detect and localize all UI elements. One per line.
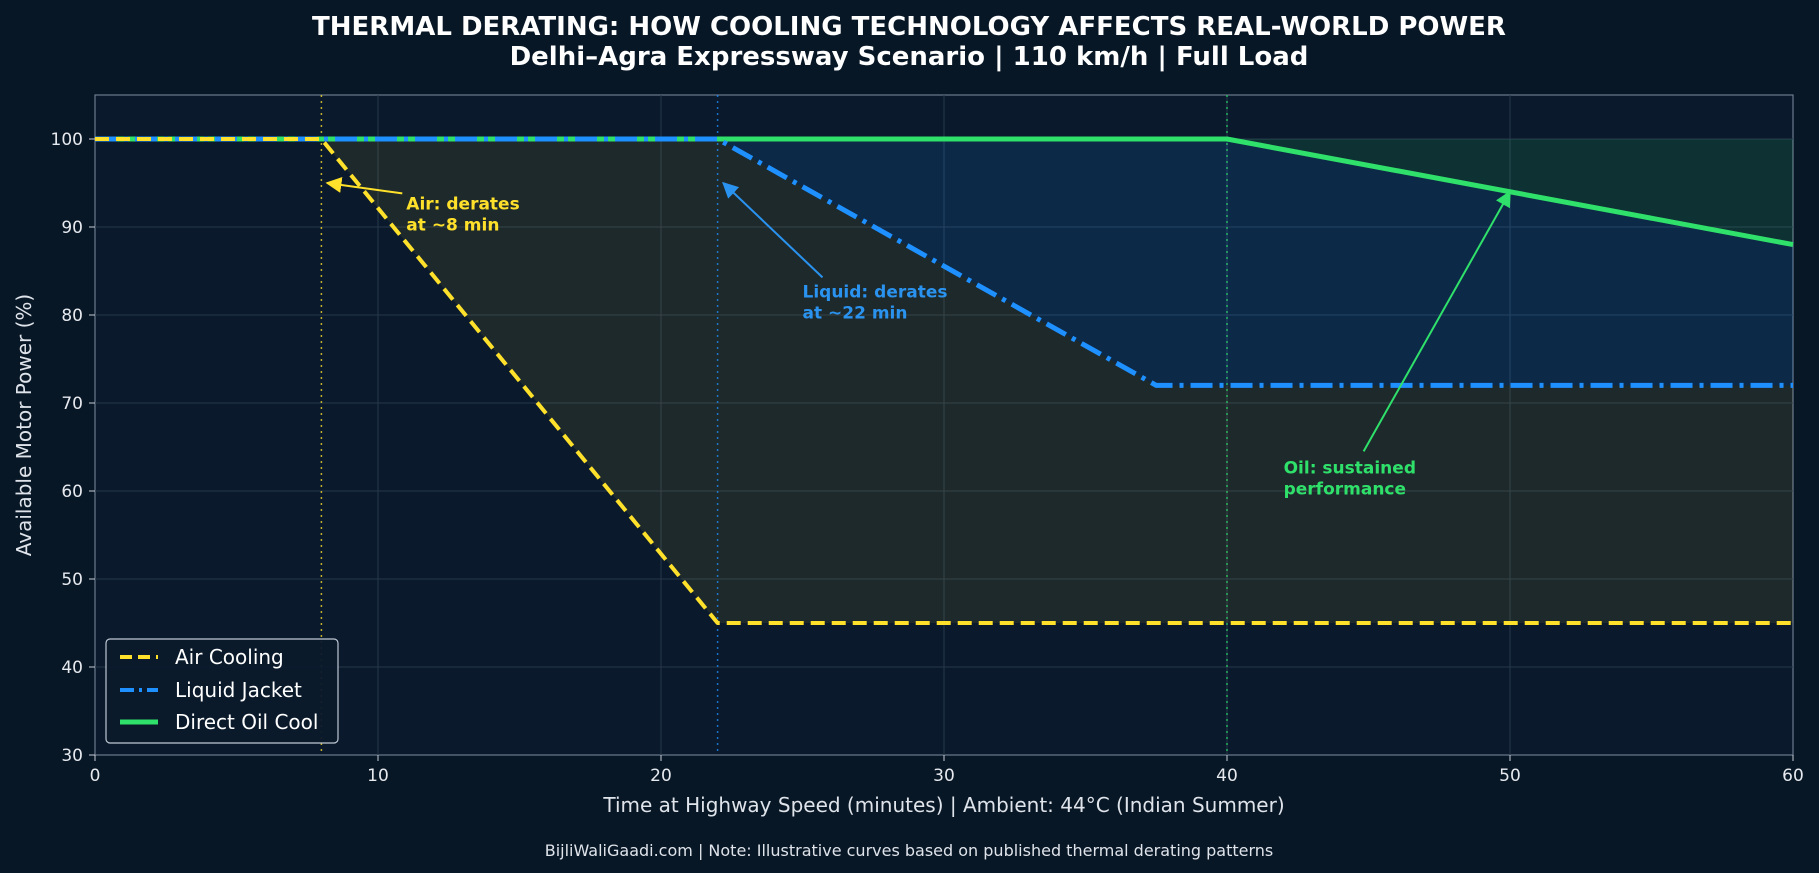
fill-liquid-gap <box>95 139 1793 386</box>
annotation-air-text: Air: derates at ~8 min <box>406 194 519 235</box>
chart-title: THERMAL DERATING: HOW COOLING TECHNOLOGY… <box>312 12 1506 42</box>
legend-box <box>105 638 339 744</box>
y-tick-label: 60 <box>61 482 83 502</box>
annotation-air-line: at ~8 min <box>406 215 499 235</box>
y-tick-label: 100 <box>51 130 83 150</box>
annotation-air-line: Air: derates <box>406 194 519 214</box>
x-tick-label: 60 <box>1782 766 1804 786</box>
series-line-liquid <box>95 136 1793 388</box>
y-tick-label: 80 <box>61 306 83 326</box>
footer-note: BijliWaliGaadi.com | Note: Illustrative … <box>545 841 1274 860</box>
y-tick-label: 70 <box>61 394 83 414</box>
x-axis-label: Time at Highway Speed (minutes) | Ambien… <box>602 793 1284 817</box>
y-tick-label: 50 <box>61 570 83 590</box>
series-lines <box>95 136 1794 625</box>
x-tick-label: 30 <box>933 766 955 786</box>
legend-label-air: Air Cooling <box>175 645 284 669</box>
x-tick-label: 40 <box>1216 766 1238 786</box>
annotation-liquid-line: Liquid: derates <box>803 282 948 302</box>
annotation-air-arrow <box>325 177 403 195</box>
chart-subtitle: Delhi–Agra Expressway Scenario | 110 km/… <box>510 42 1309 72</box>
annotation-liquid-arrow <box>722 181 824 279</box>
annotation-oil-line: Oil: sustained <box>1284 458 1416 478</box>
fill-air-gap <box>95 139 1793 623</box>
y-tick-label: 90 <box>61 218 83 238</box>
y-tick-label: 40 <box>61 658 83 678</box>
annotation-oil-text: Oil: sustained performance <box>1284 458 1416 499</box>
x-tick-label: 20 <box>650 766 672 786</box>
y-tick-label: 30 <box>61 746 83 766</box>
legend: Air Cooling Liquid Jacket Direct Oil Coo… <box>105 638 339 744</box>
y-axis-label: Available Motor Power (%) <box>12 294 36 556</box>
x-tick-label: 50 <box>1499 766 1521 786</box>
legend-label-liquid: Liquid Jacket <box>175 678 302 702</box>
annotation-liquid-line: at ~22 min <box>803 303 908 323</box>
x-tick-label: 0 <box>90 766 101 786</box>
annotation-oil-arrow <box>1362 190 1511 452</box>
grid <box>95 95 1793 755</box>
annotation-oil-line: performance <box>1284 479 1406 499</box>
legend-label-oil: Direct Oil Cool <box>175 710 318 734</box>
x-tick-label: 10 <box>367 766 389 786</box>
series-line-air <box>95 137 1793 625</box>
derate-markers <box>320 95 1228 755</box>
tick-labels: 0 10 20 30 40 50 60 30 40 50 60 70 80 90 100 <box>51 130 1804 786</box>
annotation-liquid-text: Liquid: derates at ~22 min <box>803 282 948 323</box>
